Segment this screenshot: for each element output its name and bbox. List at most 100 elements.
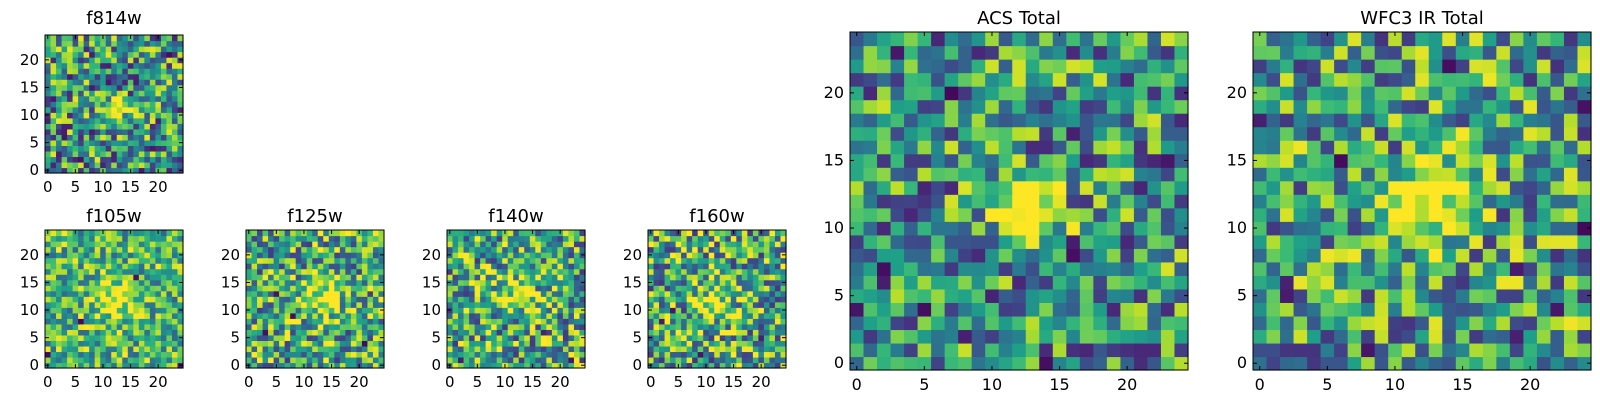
pixel: [664, 351, 671, 358]
pixel: [83, 123, 90, 130]
pixel: [378, 257, 385, 264]
pixel: [279, 263, 286, 270]
pixel: [100, 112, 107, 119]
pixel: [61, 46, 68, 53]
panel-title-f140w: f140w: [488, 206, 543, 227]
pixel: [1307, 86, 1322, 101]
pixel: [356, 307, 363, 314]
pixel: [138, 145, 145, 152]
pixel: [1266, 275, 1281, 290]
pixel: [736, 312, 743, 319]
pixel: [83, 128, 90, 135]
pixel: [1079, 315, 1094, 331]
pixel: [160, 150, 168, 158]
y-tick-label: 5: [29, 329, 39, 347]
pixel: [122, 73, 129, 80]
pixel: [1066, 32, 1081, 47]
pixel: [1536, 275, 1552, 290]
pixel: [1347, 140, 1362, 155]
pixel: [708, 246, 715, 253]
pixel: [1160, 99, 1176, 114]
pixel: [763, 318, 771, 325]
pixel: [372, 268, 380, 275]
pixel: [378, 329, 385, 336]
pixel: [1120, 99, 1135, 114]
pixel: [568, 235, 575, 242]
pixel: [116, 345, 123, 353]
pixel: [719, 312, 726, 319]
pixel: [116, 257, 123, 264]
pixel: [546, 307, 553, 314]
pixel: [83, 279, 90, 286]
pixel: [1025, 261, 1040, 276]
pixel: [334, 329, 341, 336]
pixel: [323, 345, 330, 353]
pixel: [334, 235, 341, 242]
pixel: [1320, 234, 1335, 249]
pixel: [133, 230, 140, 237]
pixel: [1577, 288, 1592, 303]
pixel: [138, 134, 145, 141]
pixel: [56, 279, 63, 286]
pixel: [133, 241, 140, 248]
pixel: [474, 268, 481, 275]
pixel: [100, 139, 107, 146]
pixel: [72, 257, 79, 264]
pixel: [356, 351, 363, 358]
pixel: [890, 221, 905, 236]
pixel: [89, 46, 96, 53]
pixel: [257, 356, 264, 364]
pixel: [1347, 32, 1362, 47]
pixel: [1536, 113, 1552, 128]
pixel: [758, 356, 765, 364]
pixel: [1320, 167, 1335, 182]
pixel: [513, 301, 520, 308]
pixel: [752, 257, 759, 264]
pixel: [917, 315, 932, 331]
pixel: [1025, 356, 1040, 371]
pixel: [1120, 248, 1135, 263]
pixel: [496, 296, 503, 303]
pixel: [116, 263, 123, 270]
pixel: [1482, 126, 1497, 141]
pixel: [166, 323, 173, 330]
pixel: [1307, 261, 1322, 276]
pixel: [171, 345, 179, 353]
pixel: [1361, 207, 1376, 222]
pixel: [850, 126, 865, 141]
pixel: [78, 101, 85, 108]
pixel: [1415, 180, 1430, 195]
pixel: [273, 241, 280, 248]
pixel: [714, 334, 721, 341]
pixel: [546, 362, 553, 369]
pixel: [579, 356, 586, 364]
pixel: [160, 356, 168, 364]
pixel: [1293, 261, 1308, 276]
pixel: [295, 246, 302, 253]
pixel: [485, 279, 492, 286]
pixel: [350, 362, 357, 369]
pixel: [1253, 207, 1268, 222]
pixel: [306, 334, 313, 341]
pixel: [664, 307, 671, 314]
pixel: [741, 257, 748, 264]
pixel: [1147, 167, 1162, 182]
pixel: [67, 296, 74, 303]
pixel: [850, 86, 865, 101]
pixel: [1388, 59, 1403, 74]
pixel: [111, 340, 118, 347]
pixel: [1079, 207, 1094, 222]
pixel: [780, 290, 787, 297]
pixel: [72, 318, 79, 325]
pixel: [83, 263, 90, 270]
pixel: [562, 257, 570, 264]
pixel: [284, 351, 291, 358]
pixel: [664, 285, 671, 292]
pixel: [1536, 248, 1552, 263]
pixel: [524, 345, 531, 353]
pixel: [573, 312, 581, 319]
pixel: [1066, 302, 1081, 317]
pixel: [67, 340, 74, 347]
pixel: [262, 252, 269, 259]
pixel: [1079, 356, 1094, 371]
